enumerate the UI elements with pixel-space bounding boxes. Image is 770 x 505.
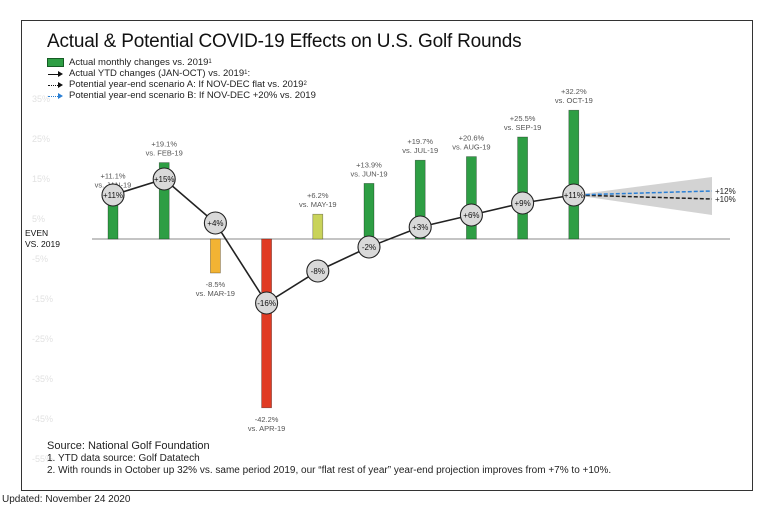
legend-item-ytd: Actual YTD changes (JAN-OCT) vs. 2019 1:	[47, 68, 316, 79]
y-tick-label: 25%	[32, 134, 50, 144]
chart-legend: Actual monthly changes vs. 2019 1 Actual …	[47, 57, 316, 101]
bar-value-label: +11.1%	[100, 172, 125, 181]
bar-value-label: -42.2%	[255, 415, 279, 424]
monthly-bar	[414, 159, 426, 240]
monthly-bar	[261, 238, 272, 409]
ytd-marker-label: +15%	[154, 175, 175, 184]
ytd-marker	[203, 211, 227, 235]
bar-value-label: +20.6%	[459, 134, 485, 143]
y-tick-label: -15%	[32, 294, 53, 304]
monthly-bar	[568, 109, 580, 240]
ytd-marker-label: -8%	[311, 267, 325, 276]
source-notes: Source: National Golf Foundation 1. YTD …	[47, 440, 611, 477]
bar-month-label: vs. AUG-19	[452, 143, 490, 152]
green-bar-swatch-icon	[47, 58, 64, 67]
footnote-1: 1. YTD data source: Golf Datatech	[47, 453, 200, 464]
y-tick-label: -5%	[32, 254, 48, 264]
legend-ytd-suffix: :	[247, 68, 251, 79]
ytd-marker	[511, 191, 535, 215]
bar-month-label: vs. OCT-19	[555, 96, 593, 105]
monthly-bar	[363, 183, 375, 240]
bar-value-label: +25.5%	[510, 114, 536, 123]
dotted-black-arrow-icon	[47, 81, 64, 89]
legend-item-scenario-a: Potential year-end scenario A: If NOV-DE…	[47, 79, 316, 90]
ytd-marker	[255, 291, 279, 315]
ytd-marker-label: +9%	[514, 199, 530, 208]
ytd-marker-label: +3%	[412, 223, 428, 232]
monthly-bar	[158, 162, 170, 240]
bar-value-label: +19.1%	[151, 140, 177, 149]
zero-label: EVEN	[25, 228, 48, 238]
bar-value-label: +19.7%	[407, 137, 433, 146]
ytd-line	[112, 178, 574, 305]
projection-band	[573, 177, 712, 215]
source-title: Source: National Golf Foundation	[47, 440, 210, 452]
ytd-marker	[101, 183, 125, 207]
chart-frame: Actual & Potential COVID-19 Effects on U…	[21, 20, 753, 491]
ytd-marker-label: +6%	[463, 211, 479, 220]
legend-item-scenario-b: Potential year-end scenario B: If NOV-DE…	[47, 90, 316, 101]
bar-value-label: -8.5%	[206, 280, 226, 289]
ytd-marker-label: +4%	[207, 219, 223, 228]
ytd-marker	[357, 235, 381, 259]
y-tick-label: 15%	[32, 174, 50, 184]
scenario-value-label: +10%	[715, 195, 736, 204]
legend-ytd-footnote: 1	[244, 70, 248, 76]
chart-title: Actual & Potential COVID-19 Effects on U…	[47, 31, 522, 52]
golf-rounds-chart: 35% 25% 15% 5% -5% -15% -25% -35% -45% -55% EVENVS…	[25, 87, 736, 464]
y-tick-label: -45%	[32, 414, 53, 424]
legend-monthly-label: Actual monthly changes vs. 2019	[69, 57, 209, 68]
solid-arrow-icon	[47, 70, 64, 78]
ytd-marker-label: +11%	[564, 191, 584, 200]
zero-label-sub: VS. 2019	[25, 239, 60, 249]
ytd-marker	[562, 183, 586, 207]
updated-date: Updated: November 24 2020	[2, 494, 131, 505]
ytd-marker-label: -16%	[257, 299, 276, 308]
bar-month-label: vs. SEP-19	[504, 123, 542, 132]
bar-month-label: vs. FEB-19	[146, 149, 183, 158]
footnote-2: 2. With rounds in October up 32% vs. sam…	[47, 465, 612, 476]
y-tick-label: -55%	[32, 454, 53, 464]
legend-ytd-label: Actual YTD changes (JAN-OCT) vs. 2019	[69, 68, 245, 79]
bar-value-label: +13.9%	[356, 160, 382, 169]
bar-month-label: vs. MAR-19	[196, 289, 235, 298]
legend-monthly-footnote: 1	[208, 59, 212, 65]
ytd-marker	[408, 215, 432, 239]
bar-month-label: vs. MAY-19	[299, 200, 337, 209]
y-tick-label: 5%	[32, 214, 45, 224]
bar-value-label: +6.2%	[307, 191, 329, 200]
y-tick-label: -35%	[32, 374, 53, 384]
ytd-marker	[459, 203, 483, 227]
ytd-marker	[306, 259, 330, 283]
ytd-marker	[152, 167, 176, 191]
y-tick-label: 35%	[32, 94, 50, 104]
bar-value-label: +32.2%	[561, 87, 587, 96]
ytd-marker-label: +11%	[103, 191, 123, 200]
scenario-value-label: +12%	[715, 187, 736, 196]
legend-item-monthly: Actual monthly changes vs. 2019 1	[47, 57, 316, 68]
legend-scenario-a-label: Potential year-end scenario A: If NOV-DE…	[69, 79, 304, 90]
bar-month-label: vs. JUL-19	[402, 146, 438, 155]
monthly-bar	[210, 238, 221, 274]
scenario-line	[573, 190, 713, 196]
legend-scenario-b-label: Potential year-end scenario B: If NOV-DE…	[69, 90, 316, 101]
legend-scenario-a-footnote: 2	[303, 81, 307, 87]
scenario-line	[573, 194, 713, 200]
ytd-marker-label: -2%	[362, 243, 376, 252]
bar-month-label: vs. JUN-19	[350, 169, 387, 178]
dotted-blue-arrow-icon	[47, 92, 64, 100]
y-tick-label: -25%	[32, 334, 53, 344]
monthly-bar	[517, 136, 528, 240]
monthly-bar	[312, 213, 324, 240]
bar-month-label: vs. APR-19	[248, 424, 286, 433]
monthly-bar	[466, 156, 477, 240]
